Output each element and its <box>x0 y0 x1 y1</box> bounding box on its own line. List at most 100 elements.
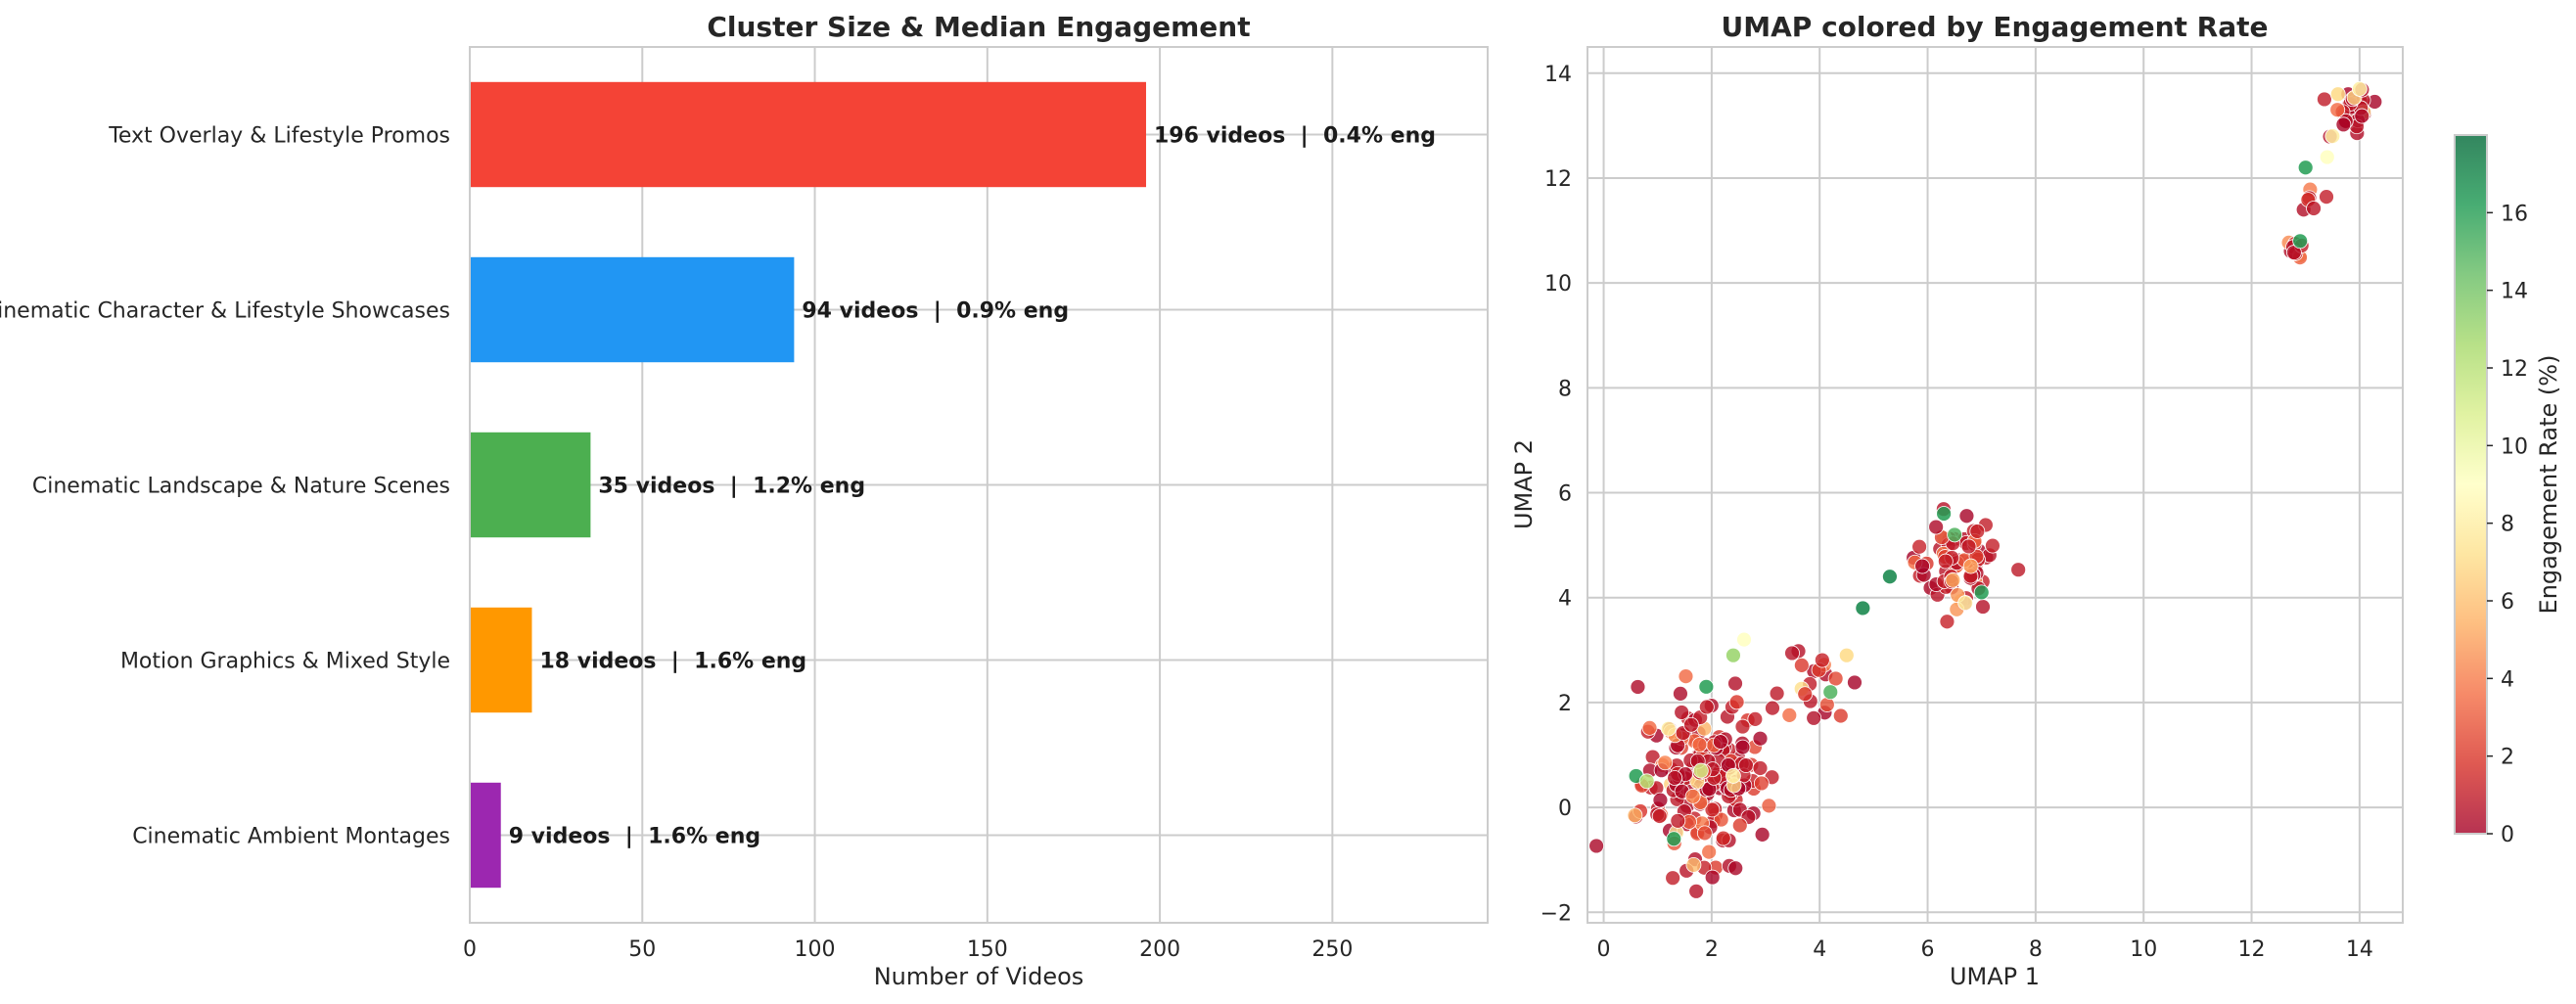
bar-data-label: 9 videos | 1.6% eng <box>509 825 760 849</box>
scatter-point <box>2010 562 2027 578</box>
scatter-points <box>1588 80 2383 899</box>
scatter-point <box>1945 571 1961 588</box>
scatter-point <box>1666 831 1682 847</box>
colorbar-tick-label: 10 <box>2501 434 2528 459</box>
bar-data-label: 196 videos | 0.4% eng <box>1154 124 1436 149</box>
scatter-point <box>1641 720 1658 736</box>
scatter-point <box>1673 685 1688 702</box>
bar-x-tick-label: 250 <box>1311 937 1353 962</box>
scatter-point <box>1660 720 1677 737</box>
bar <box>470 256 795 363</box>
scatter-point <box>1781 707 1798 723</box>
scatter-point <box>2329 102 2346 118</box>
scatter-point <box>1793 657 1810 673</box>
colorbar-tick-label: 6 <box>2501 590 2514 615</box>
scatter-point <box>1752 730 1769 747</box>
scatter-point <box>1725 768 1741 784</box>
scatter-point <box>1985 537 2001 554</box>
scatter-point <box>1936 506 1952 522</box>
scatter-point <box>1698 678 1715 695</box>
scatter-x-tick-label: 4 <box>1813 937 1826 962</box>
bar <box>470 607 532 713</box>
scatter-point <box>1651 808 1668 824</box>
scatter-point <box>1630 679 1646 695</box>
colorbar-tick-label: 16 <box>2501 202 2528 226</box>
scatter-point <box>1683 716 1699 733</box>
scatter-point <box>1701 844 1718 860</box>
scatter-point <box>2306 201 2322 216</box>
scatter-point <box>1827 670 1844 687</box>
scatter-point <box>1627 807 1643 824</box>
scatter-title: UMAP colored by Engagement Rate <box>1722 11 2269 43</box>
scatter-point <box>1715 830 1731 846</box>
scatter-y-tick-label: 14 <box>1544 63 1572 87</box>
scatter-point <box>1806 709 1822 726</box>
scatter-point <box>1962 558 1979 574</box>
scatter-point <box>2351 80 2368 97</box>
colorbar-tick-label: 12 <box>2501 357 2528 382</box>
bar-x-tick-label: 50 <box>628 937 656 962</box>
scatter-point <box>2335 116 2352 133</box>
scatter-point <box>1638 773 1655 790</box>
scatter-x-ticks: 0 2 4 6 8 10 12 14 <box>1597 937 2373 962</box>
scatter-point <box>1696 825 1713 842</box>
scatter-x-tick-label: 2 <box>1705 937 1719 962</box>
scatter-y-axis-label: UMAP 2 <box>1510 439 1538 529</box>
scatter-chart: UMAP colored by Engagement Rate 0 2 4 6 8 10 1… <box>1510 11 2404 990</box>
scatter-point <box>1939 614 1955 630</box>
scatter-point <box>1734 739 1751 755</box>
scatter-plot-frame <box>1587 46 2404 924</box>
scatter-point <box>1975 599 1991 615</box>
scatter-point <box>1734 718 1751 735</box>
scatter-point <box>2297 160 2314 176</box>
scatter-point <box>1769 685 1785 702</box>
bar-data-labels: 196 videos | 0.4% eng 94 videos | 0.9% en… <box>509 124 1436 849</box>
bar-chart-title: Cluster Size & Median Engagement <box>707 11 1250 43</box>
scatter-y-ticks: −2 0 2 4 6 8 10 12 14 <box>1541 63 1572 926</box>
scatter-grid <box>1587 47 2403 923</box>
scatter-point <box>1814 652 1830 668</box>
scatter-point <box>1727 860 1744 877</box>
bar-data-label: 94 videos | 0.9% eng <box>802 299 1069 324</box>
bar-x-tick-label: 200 <box>1139 937 1180 962</box>
bar-x-ticks: 0 50 100 150 200 250 <box>463 937 1353 962</box>
bar-x-tick-label: 0 <box>463 937 477 962</box>
scatter-point <box>1652 792 1669 808</box>
scatter-point <box>1822 684 1839 701</box>
scatter-point <box>1684 788 1701 804</box>
bar-category-label: Cinematic Character & Lifestyle Showcase… <box>0 299 450 324</box>
scatter-point <box>1947 526 1963 543</box>
scatter-y-tick-label: 6 <box>1558 482 1572 507</box>
scatter-point <box>1670 812 1686 829</box>
scatter-point <box>1928 519 1945 535</box>
bar <box>470 782 501 889</box>
scatter-point <box>1674 705 1690 720</box>
scatter-point <box>2319 149 2335 165</box>
scatter-point <box>1969 524 1986 539</box>
colorbar-tick-label: 2 <box>2501 746 2514 770</box>
colorbar-ticks: 0 2 4 6 8 10 12 14 16 <box>2487 202 2528 847</box>
scatter-point <box>1765 700 1780 716</box>
bar-x-tick-label: 150 <box>967 937 1008 962</box>
bar-chart: Cluster Size & Median Engagement Text Ov… <box>0 11 1489 990</box>
scatter-point <box>1665 870 1681 887</box>
scatter-point <box>2319 189 2334 205</box>
colorbar-frame <box>2454 134 2488 835</box>
scatter-y-tick-label: 0 <box>1558 797 1572 821</box>
scatter-point <box>1957 595 1974 611</box>
colorbar-label: Engagement Rate (%) <box>2535 355 2562 615</box>
scatter-point <box>1691 737 1708 753</box>
scatter-point <box>1692 762 1709 779</box>
scatter-x-tick-label: 10 <box>2130 937 2157 962</box>
scatter-point <box>1838 647 1855 663</box>
scatter-point <box>1685 856 1702 873</box>
scatter-point <box>1738 757 1754 773</box>
colorbar: 0 2 4 6 8 10 12 14 16 Engagement Rate (%) <box>2454 134 2562 847</box>
scatter-y-tick-label: 8 <box>1558 377 1572 401</box>
scatter-y-tick-label: 10 <box>1544 272 1572 297</box>
scatter-point <box>1914 558 1930 574</box>
scatter-point <box>1725 647 1741 663</box>
scatter-point <box>1832 707 1849 724</box>
bar-category-label: Cinematic Landscape & Nature Scenes <box>32 475 450 499</box>
